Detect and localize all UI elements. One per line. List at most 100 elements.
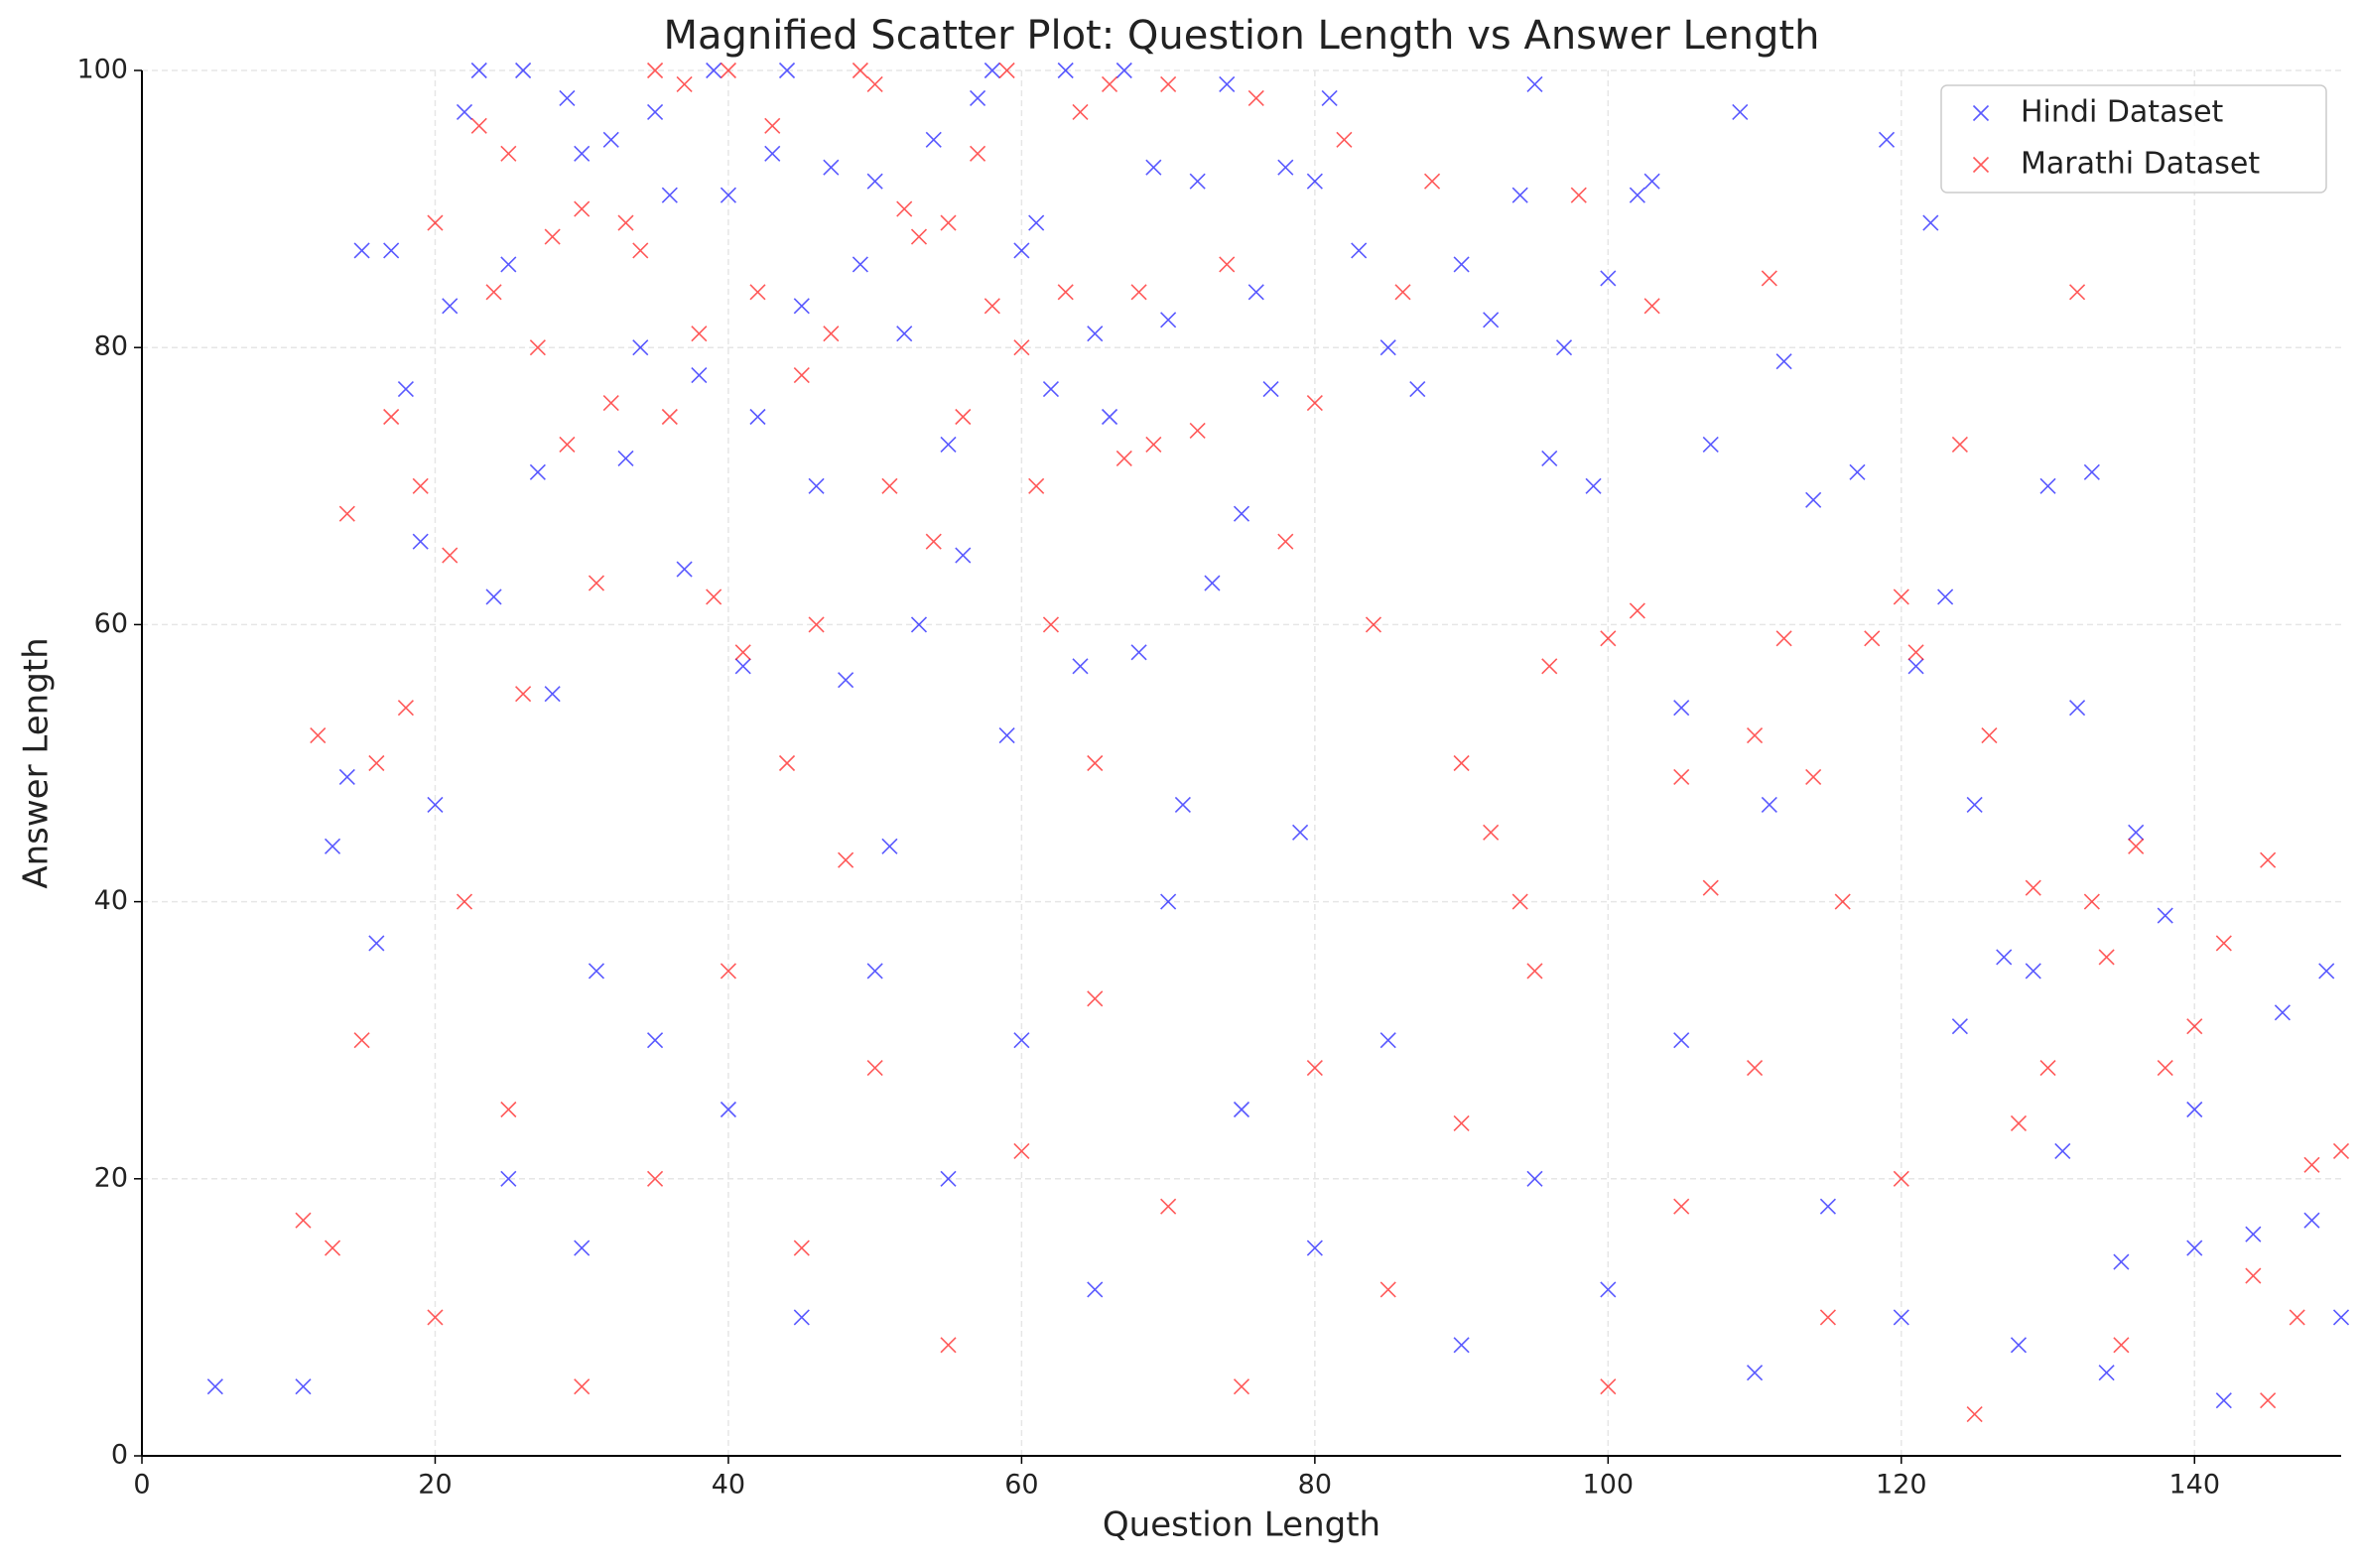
point <box>470 117 487 134</box>
point <box>1966 796 1983 813</box>
point <box>1643 298 1660 315</box>
x-axis-label: Question Length <box>1103 1505 1380 1545</box>
point <box>1996 949 2013 966</box>
point <box>1321 89 1338 106</box>
point <box>1673 1198 1690 1215</box>
point <box>470 62 487 79</box>
point <box>984 62 1000 79</box>
point <box>2215 1392 2232 1409</box>
point <box>1087 990 1104 1007</box>
x-tick-label: 120 <box>1876 1470 1927 1501</box>
point <box>1087 326 1104 342</box>
point <box>2010 1337 2028 1354</box>
point <box>2039 1060 2056 1077</box>
point <box>1115 62 1132 79</box>
point <box>1805 491 1822 508</box>
point <box>1922 214 1939 231</box>
point <box>588 963 605 980</box>
point <box>632 242 649 259</box>
point <box>1453 1337 1470 1354</box>
point <box>866 963 883 980</box>
x-tick-label: 100 <box>1583 1470 1635 1501</box>
point <box>1453 1114 1470 1132</box>
point <box>1747 727 1764 744</box>
point <box>2274 1004 2291 1021</box>
point <box>1379 339 1396 356</box>
y-axis-label: Answer Length <box>17 637 57 888</box>
point <box>778 62 796 79</box>
point <box>647 1170 664 1187</box>
point <box>295 1378 312 1395</box>
point <box>661 187 678 203</box>
point <box>2069 284 2086 301</box>
point <box>1057 284 1074 301</box>
point <box>691 326 708 342</box>
point <box>485 284 502 301</box>
point <box>1937 588 1954 605</box>
point <box>661 408 678 426</box>
point <box>353 242 370 259</box>
point <box>368 754 385 772</box>
point <box>1042 381 1060 398</box>
point <box>1219 256 1236 273</box>
point <box>896 326 913 342</box>
point <box>2186 1101 2203 1118</box>
point <box>368 935 385 952</box>
point <box>1013 1032 1030 1049</box>
point <box>1379 1032 1396 1049</box>
point <box>515 62 532 79</box>
point <box>383 242 400 259</box>
point <box>838 672 854 689</box>
point <box>1160 312 1177 328</box>
point <box>1600 1281 1617 1298</box>
point <box>866 173 883 190</box>
legend-label: Marathi Dataset <box>2021 147 2260 182</box>
point <box>1541 658 1558 675</box>
point <box>940 1337 957 1354</box>
point <box>559 89 576 106</box>
point <box>1072 103 1089 120</box>
legend-box <box>1940 84 2327 194</box>
point <box>940 436 957 453</box>
point <box>1834 893 1851 910</box>
point <box>925 533 942 550</box>
point <box>1306 1240 1323 1256</box>
point <box>2260 851 2277 868</box>
point <box>338 768 355 786</box>
point <box>647 62 664 79</box>
point <box>1277 159 1294 176</box>
point <box>838 851 854 868</box>
point <box>456 103 473 120</box>
x-tick-label: 40 <box>712 1470 745 1501</box>
point <box>383 408 400 426</box>
point <box>2054 1142 2071 1159</box>
point <box>881 477 898 494</box>
series-1 <box>295 62 2350 1423</box>
point <box>295 1212 312 1229</box>
point <box>793 367 810 384</box>
point <box>1306 394 1323 412</box>
point <box>2245 1226 2262 1242</box>
point <box>2113 1337 2130 1354</box>
point <box>427 214 444 231</box>
point <box>852 256 868 273</box>
x-tick-label: 80 <box>1298 1470 1332 1501</box>
point <box>1673 1032 1690 1049</box>
point <box>1775 630 1792 647</box>
point <box>1673 768 1690 786</box>
point <box>1907 658 1924 675</box>
point <box>749 408 766 426</box>
point <box>2069 700 2086 717</box>
point <box>881 838 898 854</box>
point <box>442 298 459 315</box>
point <box>1174 796 1191 813</box>
point <box>338 505 355 522</box>
y-tick-label: 60 <box>94 608 128 639</box>
point <box>324 838 341 854</box>
point <box>720 187 736 203</box>
point <box>1394 284 1411 301</box>
point <box>955 547 972 564</box>
point <box>1761 796 1777 813</box>
point <box>1526 1170 1543 1187</box>
